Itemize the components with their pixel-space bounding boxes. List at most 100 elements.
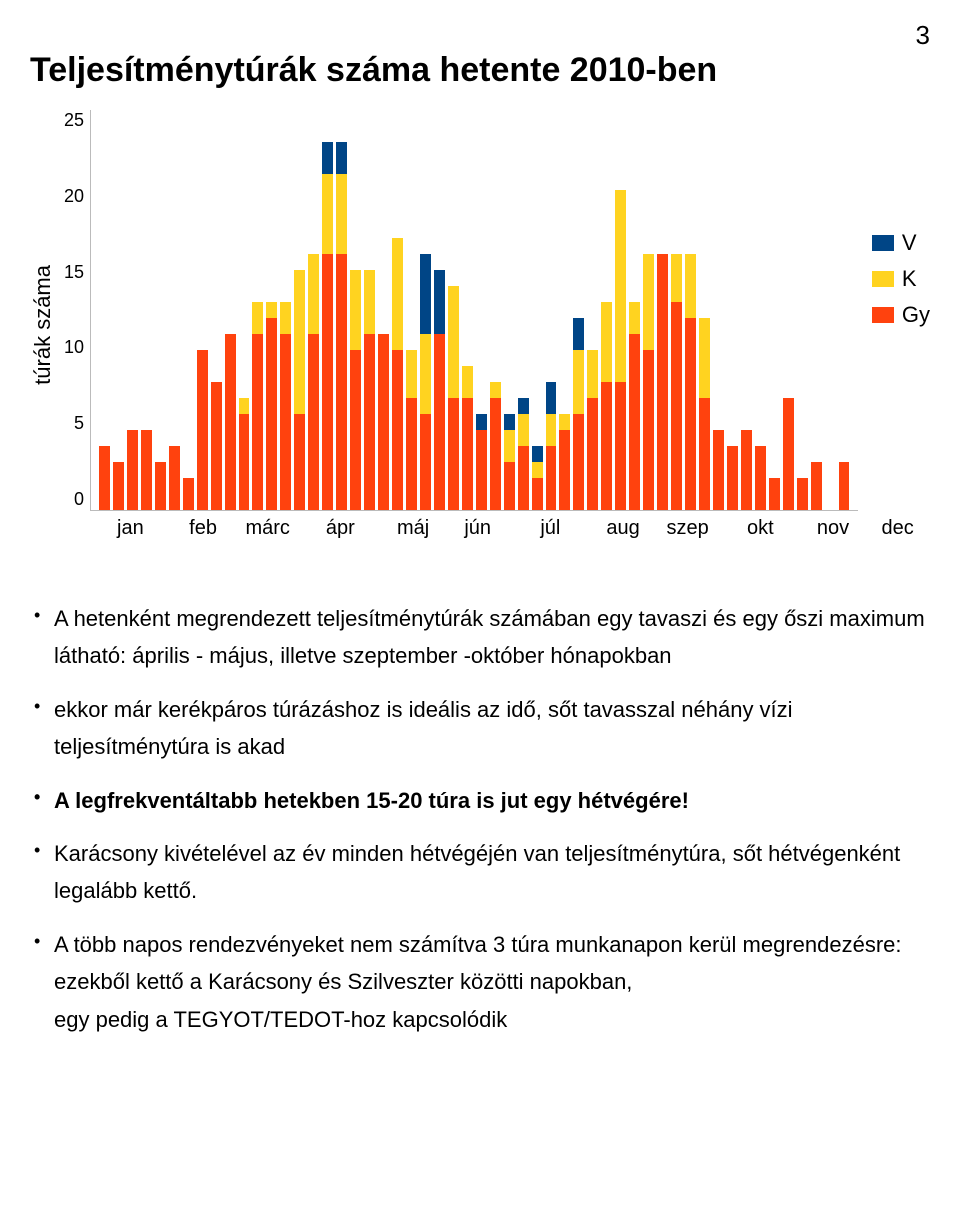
bar-segment-Gy xyxy=(322,254,333,510)
bar xyxy=(685,254,696,510)
bar-segment-Gy xyxy=(266,318,277,510)
bar-segment-K xyxy=(420,334,431,414)
x-tick: máj xyxy=(381,517,446,540)
bar-segment-K xyxy=(252,302,263,334)
bar-segment-Gy xyxy=(183,478,194,510)
bar-segment-Gy xyxy=(532,478,543,510)
bar-segment-Gy xyxy=(685,318,696,510)
legend-label: K xyxy=(902,266,917,292)
y-axis-label: túrák száma xyxy=(30,265,56,385)
bar-segment-Gy xyxy=(643,350,654,510)
bar-segment-K xyxy=(392,238,403,350)
legend-label: V xyxy=(902,230,917,256)
legend-label: Gy xyxy=(902,302,930,328)
bar xyxy=(99,446,110,510)
bar-segment-K xyxy=(322,174,333,254)
bar xyxy=(225,334,236,510)
bar-segment-Gy xyxy=(546,446,557,510)
legend: VK Gy xyxy=(872,230,930,511)
bar-segment-V xyxy=(573,318,584,350)
bar xyxy=(476,414,487,510)
bullet-item: A hetenként megrendezett teljesítménytúr… xyxy=(30,600,930,675)
bar-segment-Gy xyxy=(127,430,138,510)
bar-segment-K xyxy=(280,302,291,334)
legend-swatch xyxy=(872,307,894,323)
bullet-item: ekkor már kerékpáros túrázáshoz is ideál… xyxy=(30,691,930,766)
bar-segment-Gy xyxy=(420,414,431,510)
bar-segment-Gy xyxy=(280,334,291,510)
bar xyxy=(643,254,654,510)
y-tick: 5 xyxy=(60,413,84,434)
legend-swatch xyxy=(872,235,894,251)
bar-segment-Gy xyxy=(308,334,319,510)
bar-segment-Gy xyxy=(657,254,668,510)
bar-segment-Gy xyxy=(559,430,570,510)
bar-segment-V xyxy=(434,270,445,334)
bar-segment-K xyxy=(643,254,654,350)
bar xyxy=(378,334,389,510)
bar xyxy=(727,446,738,510)
bar-segment-K xyxy=(685,254,696,318)
bar xyxy=(211,382,222,510)
x-tick: dec xyxy=(865,517,930,540)
x-tick: jan xyxy=(90,517,171,540)
bar xyxy=(350,270,361,510)
bullet-item: Karácsony kivételével az év minden hétvé… xyxy=(30,835,930,910)
y-tick: 10 xyxy=(60,337,84,358)
x-axis-ticks: janfebmárcáprmájjúnjúlaugszepoktnovdec xyxy=(90,517,930,540)
bar xyxy=(308,254,319,510)
bar xyxy=(169,446,180,510)
bar-segment-Gy xyxy=(573,414,584,510)
bar-segment-K xyxy=(532,462,543,478)
bar-segment-K xyxy=(350,270,361,350)
bar xyxy=(197,350,208,510)
bar-segment-K xyxy=(629,302,640,334)
x-tick: jún xyxy=(445,517,510,540)
bar-segment-K xyxy=(559,414,570,430)
bar xyxy=(532,446,543,510)
bar-segment-Gy xyxy=(350,350,361,510)
bar-segment-K xyxy=(518,414,529,446)
bar xyxy=(420,254,431,510)
x-tick: júl xyxy=(510,517,591,540)
bar-segment-K xyxy=(308,254,319,334)
bar-segment-K xyxy=(601,302,612,382)
bar-segment-Gy xyxy=(490,398,501,510)
bar xyxy=(587,350,598,510)
bullet-item: A több napos rendezvényeket nem számítva… xyxy=(30,926,930,1038)
bar xyxy=(615,190,626,510)
bar xyxy=(797,478,808,510)
bar-segment-Gy xyxy=(769,478,780,510)
bar-segment-Gy xyxy=(699,398,710,510)
bullet-list: A hetenként megrendezett teljesítménytúr… xyxy=(30,600,930,1038)
bar xyxy=(406,350,417,510)
bar-segment-Gy xyxy=(169,446,180,510)
bar xyxy=(671,254,682,510)
bar-segment-Gy xyxy=(392,350,403,510)
x-tick: márc xyxy=(235,517,300,540)
bar-segment-K xyxy=(406,350,417,398)
bar-segment-Gy xyxy=(727,446,738,510)
legend-item-V: V xyxy=(872,230,930,256)
bar xyxy=(280,302,291,510)
bar xyxy=(336,142,347,510)
bar-segment-K xyxy=(364,270,375,334)
bar xyxy=(252,302,263,510)
bar-segment-V xyxy=(518,398,529,414)
bar-segment-Gy xyxy=(225,334,236,510)
bar xyxy=(392,238,403,510)
bar-segment-K xyxy=(546,414,557,446)
legend-swatch xyxy=(872,271,894,287)
bar xyxy=(741,430,752,510)
bar-segment-K xyxy=(448,286,459,398)
bar-segment-K xyxy=(504,430,515,462)
page-title: Teljesítménytúrák száma hetente 2010-ben xyxy=(30,51,930,90)
bar xyxy=(755,446,766,510)
bar xyxy=(141,430,152,510)
bar-segment-K xyxy=(671,254,682,302)
bar-segment-Gy xyxy=(629,334,640,510)
bar xyxy=(657,254,668,510)
bar xyxy=(364,270,375,510)
bar-segment-K xyxy=(573,350,584,414)
bar-segment-Gy xyxy=(155,462,166,510)
